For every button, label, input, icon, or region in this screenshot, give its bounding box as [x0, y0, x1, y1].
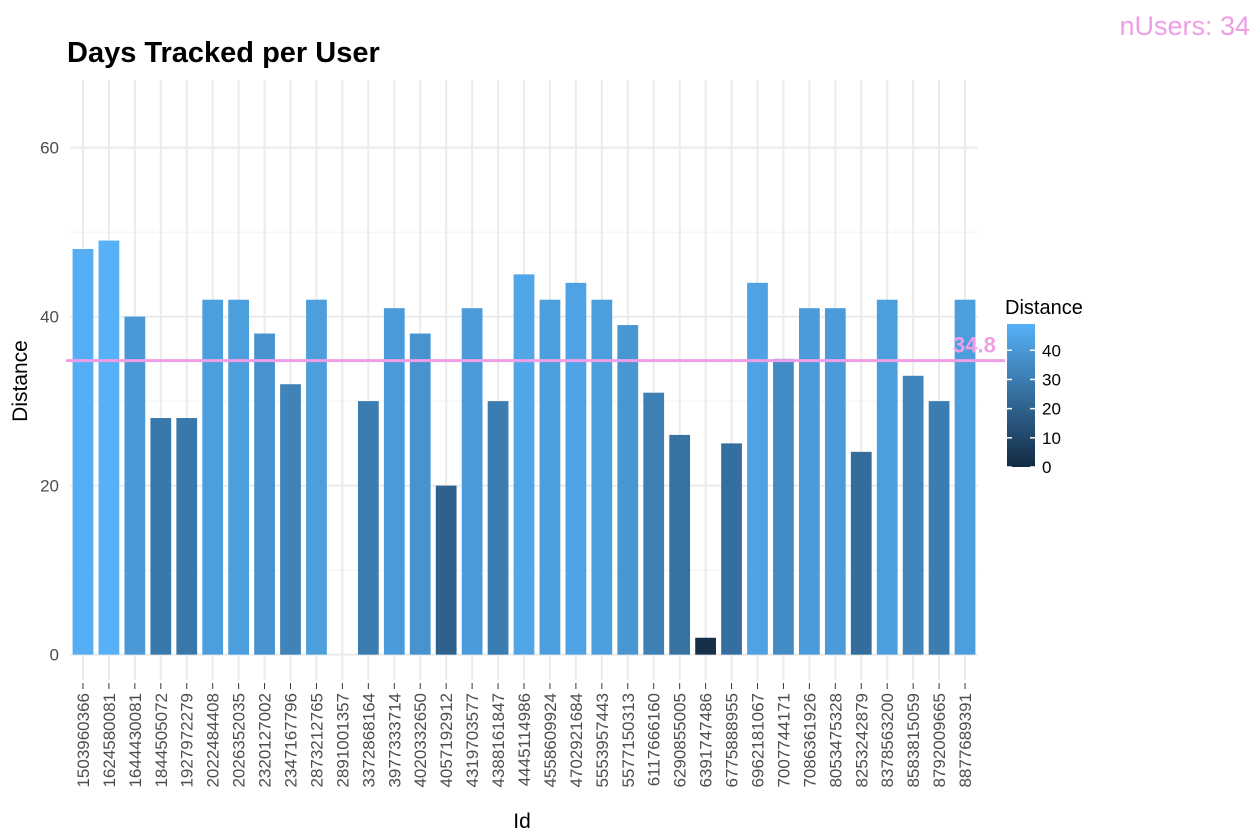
bar-1503960366	[72, 249, 94, 655]
bar-2026352035	[228, 299, 250, 655]
x-tick-label: 6117666160	[645, 693, 664, 786]
bar-2320127002	[254, 333, 275, 655]
mean-label: 34.8	[953, 333, 996, 358]
y-axis-title: Distance	[9, 340, 32, 422]
x-tick-label: 8253242879	[852, 693, 871, 788]
x-tick-label: 4319703577	[463, 693, 482, 788]
x-tick-label: 2026352035	[230, 693, 249, 788]
nusers-annotation: nUsers: 34	[1119, 11, 1250, 41]
bar-1927972279	[176, 418, 198, 655]
bar-8378563200	[876, 299, 898, 655]
bar-3977333714	[383, 308, 405, 655]
x-tick-label: 1927972279	[178, 693, 197, 788]
bar-7007744171	[773, 358, 794, 655]
bar-4445114986	[513, 274, 535, 655]
x-tick-label: 4388161847	[489, 693, 508, 788]
bar-1644430081	[124, 316, 146, 655]
bar-8583815059	[902, 375, 924, 655]
bar-4558609924	[539, 299, 561, 655]
x-tick-label: 2022484408	[204, 693, 223, 788]
reference-line-group: 34.8	[66, 333, 1005, 363]
y-tick-label: 60	[40, 139, 59, 158]
legend-colorbar	[1007, 324, 1035, 467]
bar-6117666160	[643, 392, 665, 655]
bar-2347167796	[280, 384, 301, 655]
chart-title: Days Tracked per User	[67, 37, 380, 69]
bar-8053475328	[824, 308, 846, 655]
bar-6775888955	[721, 443, 742, 655]
x-tick-label: 8792009665	[930, 693, 949, 788]
x-tick-label: 6391747486	[697, 693, 716, 788]
bar-6962181067	[747, 282, 768, 655]
x-tick-label: 5553957443	[593, 693, 612, 788]
x-tick-label: 3372868164	[359, 693, 378, 788]
legend-tick-label: 30	[1042, 370, 1061, 389]
x-tick-label: 6290855005	[671, 693, 690, 788]
x-tick-label: 1624580081	[100, 693, 119, 788]
bar-1844505072	[150, 418, 172, 655]
x-tick-label: 7007744171	[774, 693, 793, 788]
legend-tick-label: 20	[1042, 400, 1061, 419]
x-tick-label: 7086361926	[800, 693, 819, 788]
x-tick-label: 8053475328	[826, 693, 845, 788]
bar-4057192912	[435, 485, 457, 655]
y-tick-label: 0	[50, 646, 59, 665]
y-axis: 0 20 40 60	[40, 139, 59, 665]
bar-2873212765	[306, 299, 327, 655]
x-tick-label: 5577150313	[619, 693, 638, 788]
x-tick-label: 2347167796	[282, 693, 301, 788]
x-axis-title: Id	[513, 810, 531, 833]
x-tick-label: 4020332650	[411, 693, 430, 788]
x-tick-label: 4445114986	[515, 693, 534, 786]
bar-6391747486	[695, 637, 716, 655]
x-tick-label: 8583815059	[904, 693, 923, 788]
bar-6290855005	[669, 434, 691, 655]
bars	[72, 240, 976, 655]
x-tick-label: 1844505072	[152, 693, 171, 788]
bar-4702921684	[565, 282, 587, 655]
legend-tick-label: 10	[1042, 429, 1061, 448]
bar-5577150313	[617, 325, 639, 655]
legend-tick-label: 0	[1042, 458, 1051, 477]
x-tick-label: 4702921684	[567, 693, 586, 788]
bar-3372868164	[357, 401, 379, 655]
x-tick-label: 8877689391	[956, 693, 975, 788]
x-tick-label: 3977333714	[385, 693, 404, 788]
x-tick-label: 2320127002	[256, 693, 275, 788]
bar-5553957443	[591, 299, 613, 655]
bar-4319703577	[461, 308, 483, 655]
x-tick-label: 2873212765	[307, 693, 326, 788]
bar-8877689391	[954, 299, 976, 655]
bar-8253242879	[850, 451, 872, 655]
x-tick-label: 1503960366	[74, 693, 93, 788]
bar-2022484408	[202, 299, 224, 655]
bar-7086361926	[798, 308, 820, 655]
x-tick-label: 1644430081	[126, 693, 145, 788]
x-tick-label: 6775888955	[723, 693, 742, 788]
bar-4388161847	[487, 401, 509, 655]
x-tick-label: 4057192912	[437, 693, 456, 788]
x-axis: 1503960366 1624580081 1644430081 1844505072…	[74, 683, 975, 788]
bar-8792009665	[928, 401, 950, 655]
legend-tick-label: 40	[1042, 341, 1061, 360]
x-tick-label: 8378563200	[878, 693, 897, 788]
bar-1624580081	[98, 240, 120, 655]
y-tick-label: 40	[40, 308, 59, 327]
color-legend: Distance 0 10 20 30 40	[1005, 297, 1083, 477]
bar-4020332650	[409, 333, 431, 655]
x-tick-label: 2891001357	[333, 693, 352, 788]
legend-title: Distance	[1005, 297, 1083, 319]
x-tick-label: 6962181067	[748, 693, 767, 788]
x-tick-label: 4558609924	[541, 693, 560, 788]
y-tick-label: 20	[40, 477, 59, 496]
